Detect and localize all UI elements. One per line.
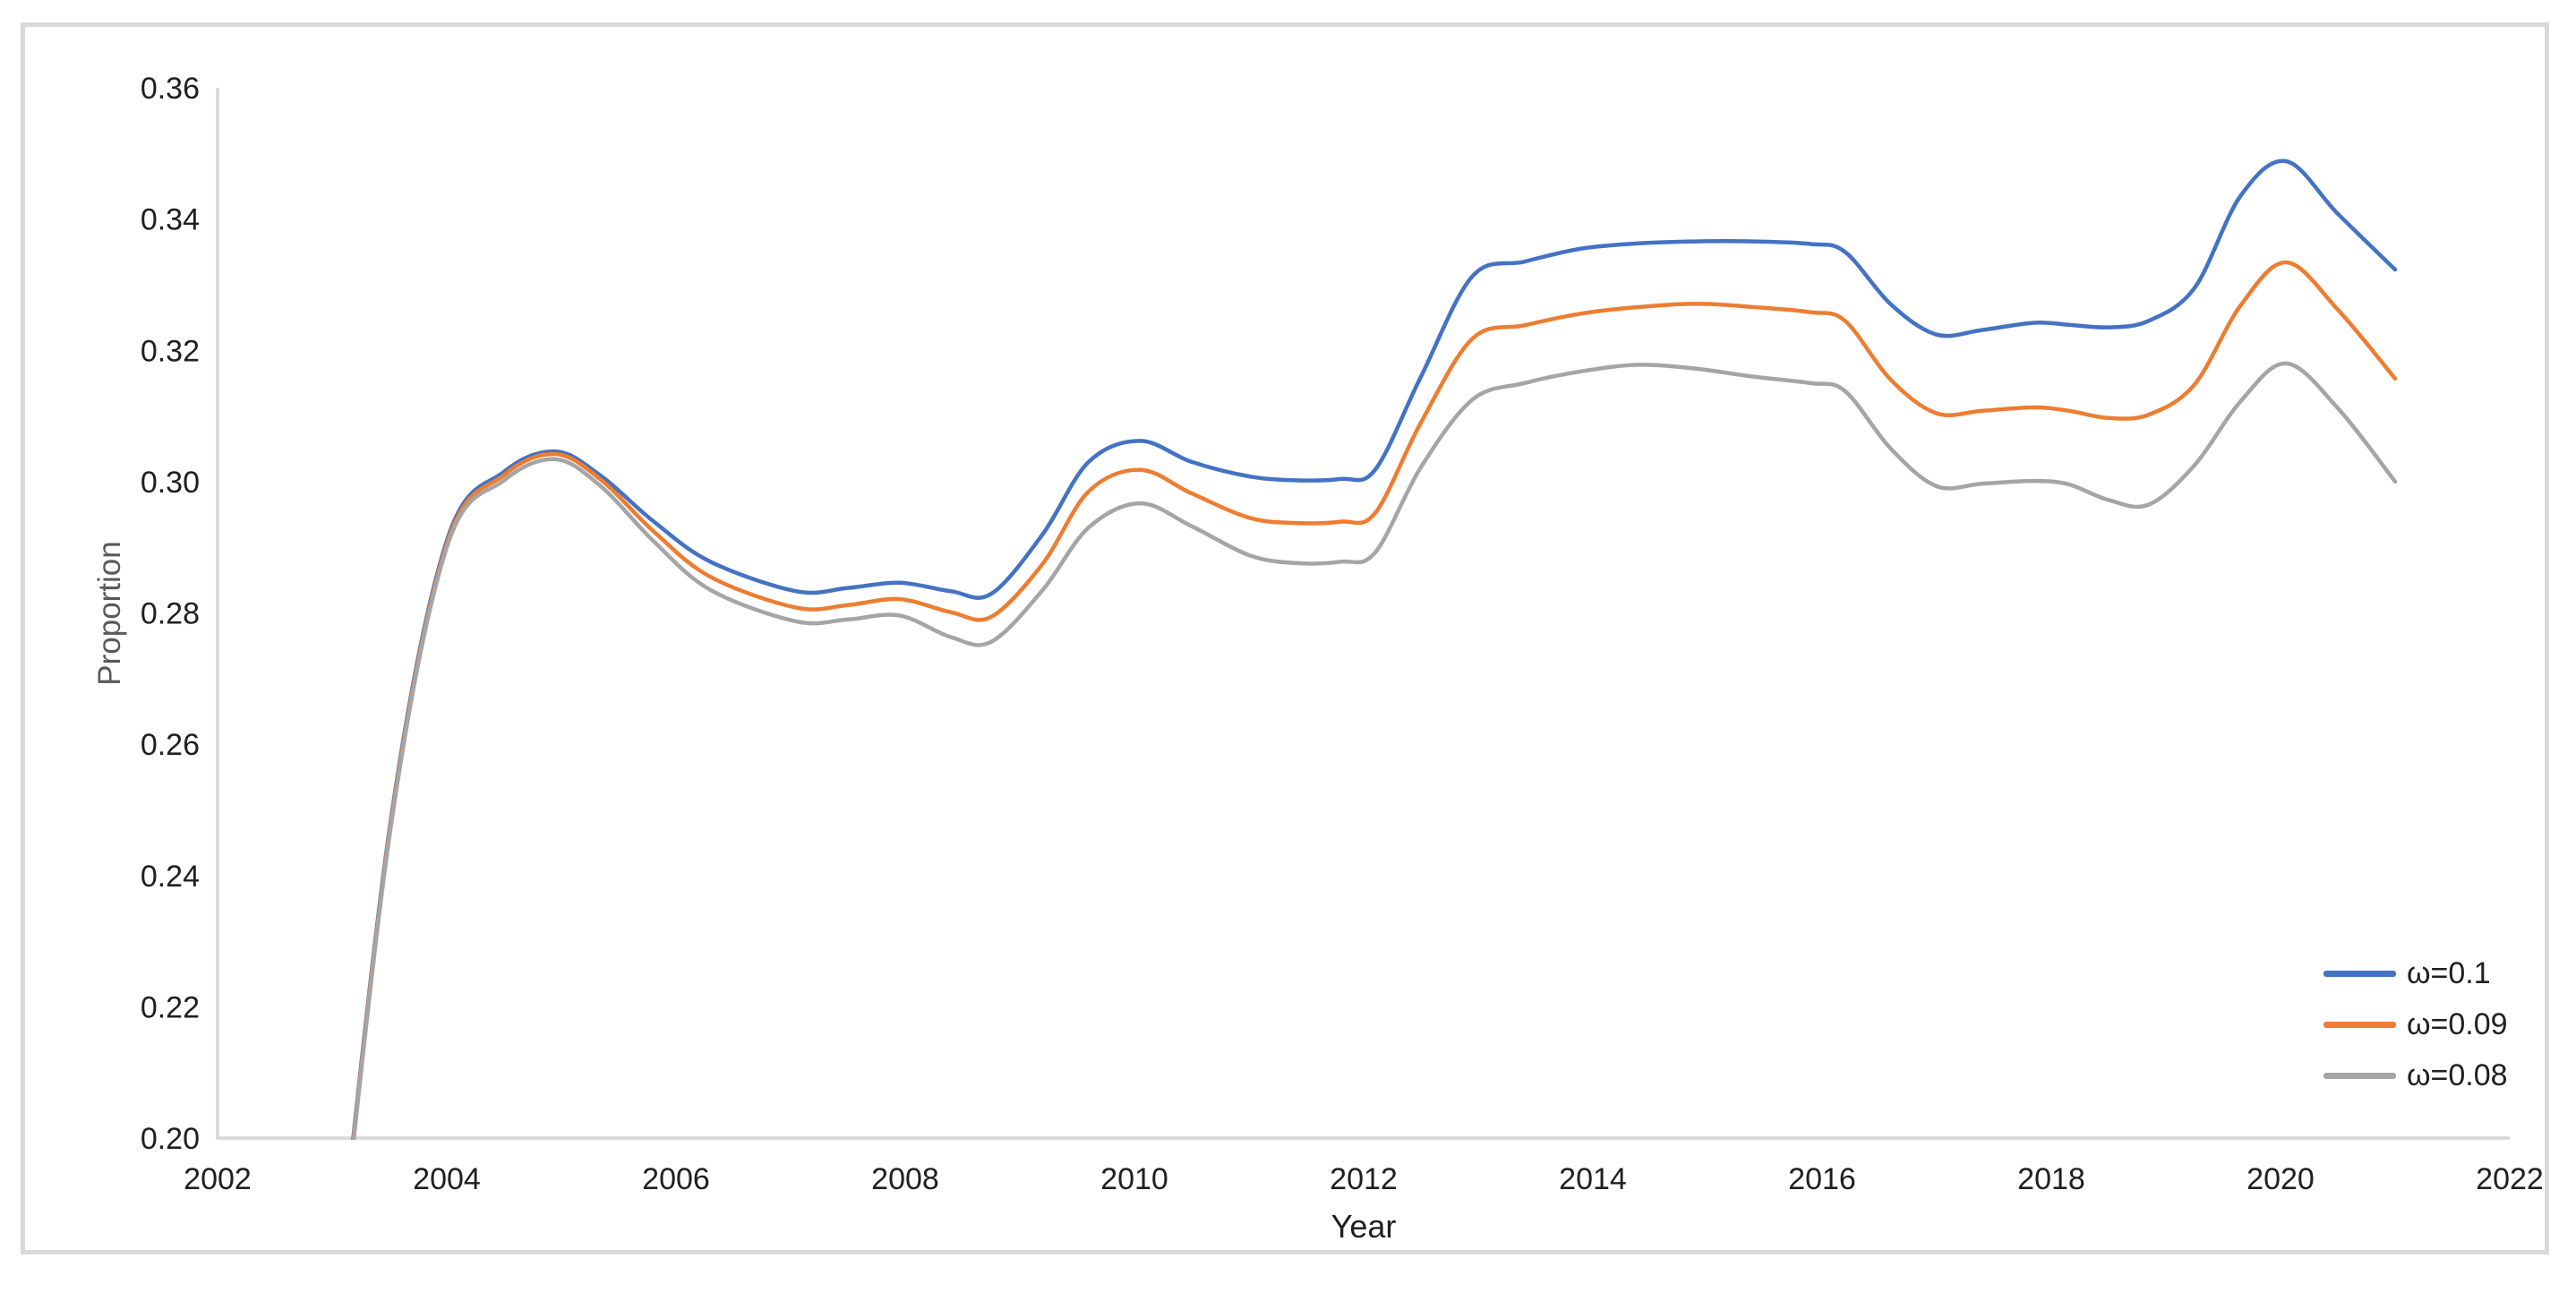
legend-item: ω=0.08 <box>2324 1058 2508 1092</box>
x-tick-label: 2006 <box>642 1162 710 1196</box>
y-tick-label: 0.30 <box>141 466 200 500</box>
x-tick-label: 2022 <box>2476 1162 2544 1196</box>
y-tick-label: 0.32 <box>141 334 200 368</box>
x-tick-label: 2004 <box>413 1162 481 1196</box>
legend-label: ω=0.08 <box>2407 1058 2508 1092</box>
y-tick-label: 0.20 <box>141 1122 200 1156</box>
y-tick-label: 0.26 <box>141 728 200 762</box>
x-tick-label: 2010 <box>1100 1162 1168 1196</box>
y-tick-label: 0.34 <box>141 203 200 237</box>
chart-canvas: 0.20 0.22 0.24 0.26 0.28 0.30 0.32 0.34 0.36 2002… <box>141 72 2544 1196</box>
x-tick-label: 2008 <box>871 1162 939 1196</box>
y-axis-title: Proportion <box>92 541 127 686</box>
legend-line-swatch <box>2324 971 2396 977</box>
y-tick-label: 0.36 <box>141 72 200 106</box>
legend-line-swatch <box>2324 1073 2396 1079</box>
x-tick-label: 2002 <box>184 1162 252 1196</box>
legend-label: ω=0.09 <box>2407 1007 2508 1041</box>
y-tick-label: 0.24 <box>141 860 200 894</box>
x-tick-label: 2012 <box>1330 1162 1398 1196</box>
chart-card: 0.20 0.22 0.24 0.26 0.28 0.30 0.32 0.34 0.36 2002… <box>21 22 2549 1254</box>
x-tick-label: 2016 <box>1788 1162 1856 1196</box>
legend-item: ω=0.1 <box>2324 956 2508 990</box>
x-tick-label: 2020 <box>2247 1162 2315 1196</box>
legend-line-swatch <box>2324 1022 2396 1028</box>
series-line-ω=0.08 <box>351 361 2398 1140</box>
y-tick-label: 0.22 <box>141 990 200 1024</box>
series-line-ω=0.09 <box>351 260 2398 1140</box>
x-tick-label: 2018 <box>2017 1162 2085 1196</box>
legend-label: ω=0.1 <box>2407 956 2491 990</box>
legend-item: ω=0.09 <box>2324 1007 2508 1041</box>
legend: ω=0.1 ω=0.09 ω=0.08 <box>2324 956 2508 1092</box>
y-tick-label: 0.28 <box>141 597 200 631</box>
series-line-ω=0.1 <box>351 158 2398 1140</box>
x-tick-label: 2014 <box>1559 1162 1627 1196</box>
x-axis-title: Year <box>1331 1208 1397 1245</box>
